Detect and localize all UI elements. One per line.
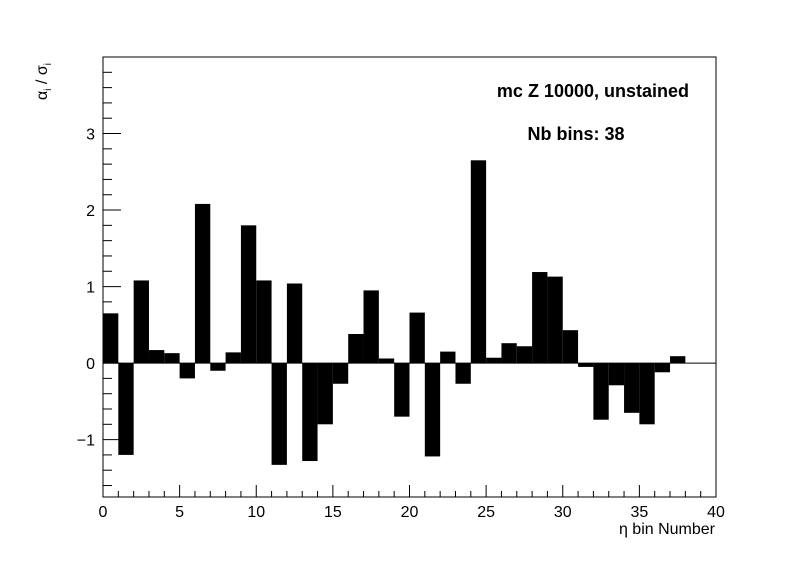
bar-10 [256,280,272,364]
bar-2 [133,280,149,364]
bar-13 [302,363,318,462]
tick-labels-group: 0 5 10 15 20 25 30 35 40 −1 0 1 2 3 [77,127,725,521]
bar-1 [118,363,134,455]
bars-group [103,160,686,465]
x-tick-label-25: 25 [477,504,495,521]
x-tick-label-40: 40 [707,504,725,521]
x-tick-label-35: 35 [630,504,648,521]
x-axis-title: η bin Number [619,521,716,538]
bar-22 [440,351,456,364]
bar-17 [363,290,379,364]
bar-37 [670,356,686,364]
bar-14 [317,363,333,425]
bar-29 [547,276,563,364]
annotation-title: mc Z 10000, unstained [497,81,689,101]
y-axis-title-sigma: σ [34,65,51,75]
x-tick-label-30: 30 [554,504,572,521]
bar-31 [578,363,594,367]
bar-0 [103,313,119,364]
bar-27 [516,346,533,364]
y-axis-title-alpha: α [34,91,51,100]
bar-12 [286,283,303,364]
bar-36 [654,363,671,373]
bar-34 [624,363,640,413]
y-tick-label-2: 2 [86,203,95,220]
bar-11 [271,363,287,465]
annotation-nbins: Nb bins: 38 [527,124,624,144]
bar-4 [164,353,180,364]
bar-25 [486,357,502,364]
bar-33 [608,363,625,386]
bar-20 [409,312,425,364]
bar-35 [639,363,655,425]
bar-9 [240,225,257,364]
y-axis-title-sigma-sub: i [43,63,54,65]
x-tick-label-5: 5 [175,504,184,521]
bar-19 [394,363,410,417]
bar-16 [348,334,364,364]
y-axis-title: αi / σi [34,63,54,100]
bar-15 [332,363,349,384]
x-tick-label-20: 20 [401,504,419,521]
bar-23 [455,363,471,384]
y-tick-label-0: 0 [86,356,95,373]
plot-frame [102,56,717,498]
bar-8 [225,352,241,364]
bar-18 [378,358,395,364]
bar-7 [210,363,226,371]
bar-32 [593,363,609,420]
bar-6 [194,203,211,364]
x-tick-label-0: 0 [99,504,108,521]
bar-24 [470,160,487,364]
svg-text:αi / σi: αi / σi [34,63,54,100]
y-axis-title-sep: / [34,75,51,88]
bar-21 [424,363,441,457]
bar-26 [501,343,517,364]
y-tick-label--1: −1 [77,433,95,450]
y-axis-title-alpha-sub: i [43,89,54,91]
bar-28 [532,272,548,364]
x-tick-label-10: 10 [247,504,265,521]
bar-3 [148,350,165,364]
y-tick-label-1: 1 [86,280,95,297]
bar-30 [562,330,579,364]
x-tick-label-15: 15 [324,504,342,521]
y-tick-label-3: 3 [86,127,95,144]
bar-5 [179,363,195,379]
